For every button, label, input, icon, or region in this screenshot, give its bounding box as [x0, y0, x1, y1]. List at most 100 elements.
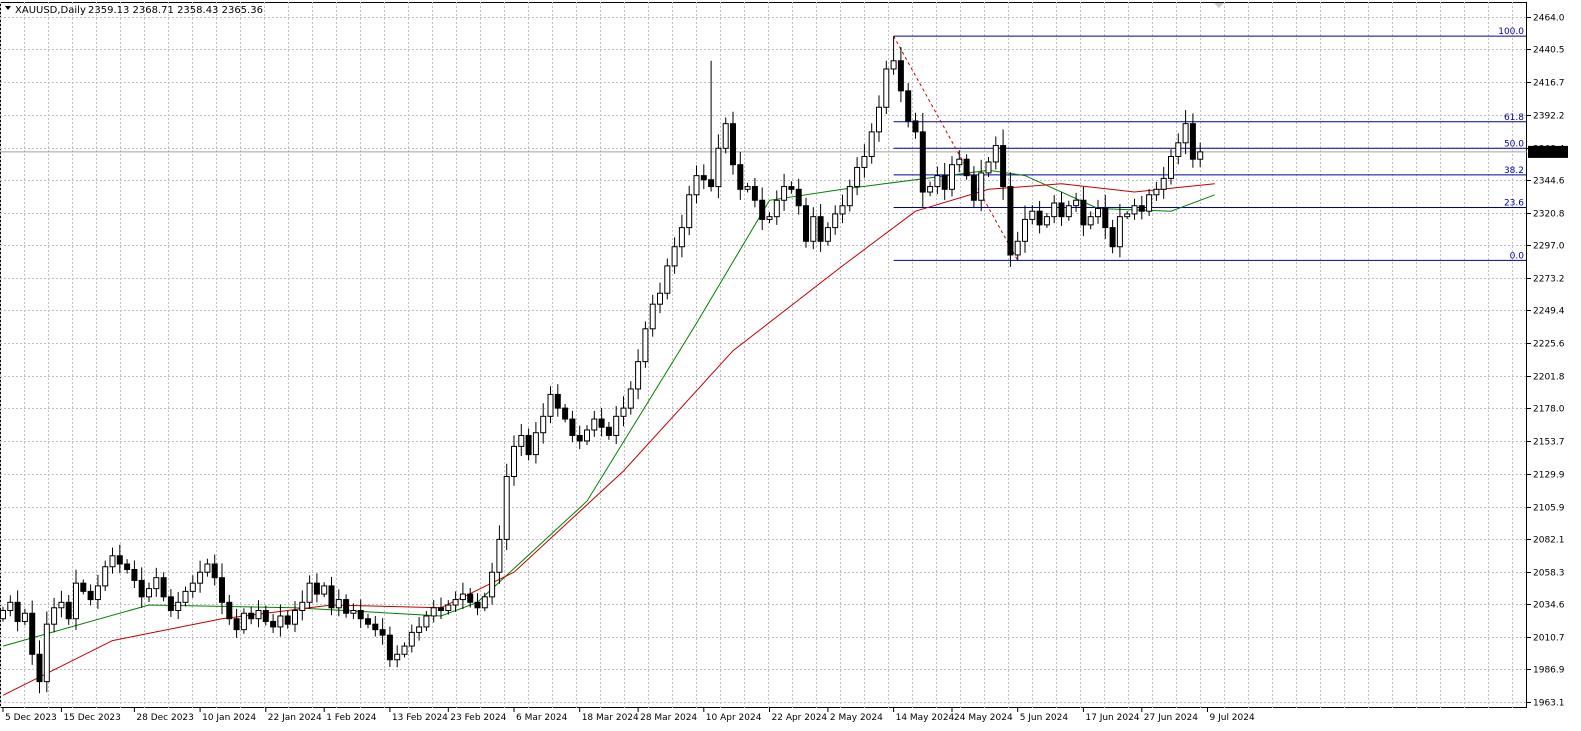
bearish-candle — [211, 563, 218, 579]
bearish-candle — [365, 618, 371, 625]
price-tick-label: 2320.8 — [1533, 210, 1565, 220]
date-tick-label: 23 Feb 2024 — [450, 713, 506, 723]
dropdown-triangle-icon[interactable] — [5, 6, 11, 10]
bullish-candle — [883, 68, 890, 108]
ohlc-values: 2359.13 2368.71 2358.43 2365.36 — [88, 5, 263, 16]
bullish-candle — [1029, 210, 1036, 220]
bullish-candle — [21, 612, 28, 622]
bullish-candle — [591, 418, 598, 431]
bearish-candle — [817, 216, 824, 242]
bullish-candle — [1073, 199, 1080, 207]
bullish-candle — [664, 265, 671, 294]
bullish-candle — [627, 388, 634, 409]
bearish-candle — [357, 610, 364, 620]
bullish-candle — [277, 615, 284, 628]
bearish-candle — [343, 599, 350, 614]
bullish-candle — [1065, 205, 1072, 218]
bullish-candle — [744, 186, 751, 190]
bearish-candle — [474, 601, 481, 609]
bullish-candle — [408, 631, 415, 647]
bearish-candle — [438, 607, 444, 612]
bullish-candle — [503, 475, 510, 540]
bullish-candle — [854, 166, 861, 188]
bullish-candle — [890, 60, 897, 70]
bullish-candle — [832, 213, 839, 229]
fib-level-label: 50.0 — [1504, 139, 1524, 149]
bullish-candle — [810, 216, 817, 242]
fibonacci-retracement[interactable]: 100.0 61.8 50.0 38.2 23.6 0.0 — [893, 27, 1526, 261]
bullish-candle — [1095, 207, 1101, 218]
bullish-candle — [861, 155, 868, 168]
bullish-candle — [773, 199, 780, 218]
bullish-candle — [1051, 202, 1058, 218]
bearish-candle — [116, 555, 123, 565]
bearish-candle — [751, 186, 758, 201]
bullish-candle — [452, 599, 459, 606]
bearish-candle — [248, 612, 255, 620]
bullish-candle — [1116, 216, 1123, 248]
bearish-candle — [219, 577, 225, 603]
bearish-candle — [554, 393, 561, 409]
bearish-candle — [562, 407, 569, 420]
date-tick-label: 28 Dec 2023 — [136, 713, 194, 723]
bullish-candle — [846, 186, 853, 207]
price-tick-label: 2058.3 — [1533, 569, 1565, 579]
bearish-candle — [226, 601, 233, 620]
bearish-candle — [1080, 199, 1087, 226]
bullish-candle — [7, 601, 14, 612]
bearish-candle — [941, 175, 948, 190]
bullish-candle — [839, 205, 846, 215]
bearish-candle — [29, 612, 36, 655]
bearish-candle — [167, 596, 174, 612]
bearish-candle — [605, 426, 612, 436]
date-tick-label: 10 Apr 2024 — [706, 713, 762, 723]
bullish-candle — [182, 590, 189, 603]
bullish-candle — [1175, 142, 1182, 157]
price-tick-label: 1986.9 — [1533, 666, 1565, 676]
bearish-candle — [379, 629, 386, 636]
price-tick-label: 2249.4 — [1533, 307, 1565, 317]
bullish-candle — [613, 415, 620, 436]
bullish-candle — [102, 566, 109, 587]
bullish-candle — [766, 216, 773, 220]
fib-trend-line — [893, 35, 1019, 261]
bullish-candle — [423, 615, 430, 628]
bullish-candle — [678, 227, 685, 248]
bearish-candle — [897, 60, 904, 92]
bearish-candle — [270, 620, 277, 628]
current-price-label: 2365.36 — [1530, 148, 1567, 158]
bearish-candle — [700, 175, 707, 181]
bearish-candle — [262, 610, 269, 622]
bearish-candle — [1109, 227, 1116, 248]
bullish-candle — [978, 172, 985, 201]
date-tick-label: 6 Mar 2024 — [516, 713, 568, 723]
bearish-candle — [467, 593, 474, 603]
price-tick-label: 2464.0 — [1533, 14, 1565, 24]
bullish-candle — [642, 328, 649, 363]
bullish-candle — [1043, 216, 1050, 226]
price-tick-label: 2344.6 — [1533, 177, 1565, 187]
chart-shift-marker-icon[interactable] — [1214, 3, 1224, 8]
price-tick-label: 2297.0 — [1533, 242, 1565, 252]
bearish-candle — [65, 601, 72, 620]
price-axis[interactable]: 2464.02440.52416.72392.22368.42344.62320… — [1527, 14, 1568, 709]
price-tick-label: 2392.2 — [1533, 112, 1565, 122]
bullish-candle — [1087, 216, 1094, 226]
current-price-tag — [1528, 145, 1568, 158]
bearish-candle — [970, 175, 977, 201]
date-tick-label: 5 Jun 2024 — [1020, 713, 1069, 723]
price-tick-label: 2105.9 — [1533, 504, 1565, 514]
bearish-candle — [1189, 123, 1196, 160]
time-axis[interactable]: 5 Dec 2023 15 Dec 2023 28 Dec 2023 10 Jan 2… — [2, 708, 1255, 723]
bullish-candle — [240, 612, 247, 631]
bullish-candle — [620, 407, 627, 417]
bullish-candle — [43, 623, 50, 683]
price-tick-label: 2201.8 — [1533, 373, 1565, 383]
bullish-candle — [1153, 188, 1160, 196]
price-tick-label: 2010.7 — [1533, 634, 1565, 644]
bullish-candle — [416, 626, 423, 633]
bullish-candle — [430, 607, 437, 617]
